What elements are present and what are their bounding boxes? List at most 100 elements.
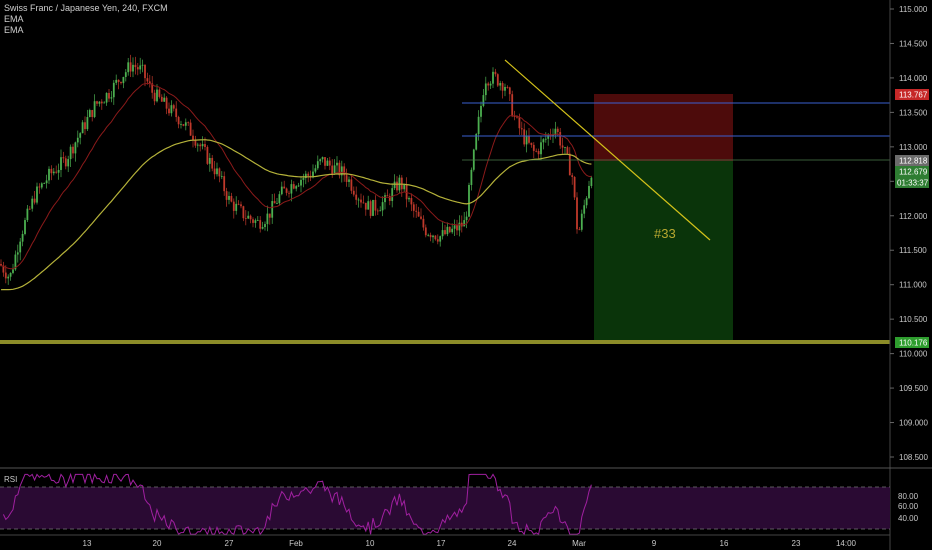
candle-body [264,224,266,228]
candle-body [367,201,370,210]
candle-body [9,272,12,277]
time-axis[interactable]: 13 20 27 Feb 10 17 24 Mar 9 16 23 14:00 [83,539,857,548]
candle-body [127,62,130,73]
take-profit-zone [594,161,733,342]
rsi-level-40: 40.00 [898,514,919,523]
time-tick-label: 9 [652,539,657,548]
candle-body [352,190,355,195]
candle-body [357,199,360,201]
candle-body [523,129,526,145]
candles [0,54,593,285]
candle-body [201,144,204,147]
candle-body [165,97,168,109]
rsi-level-60: 60.00 [898,502,919,511]
price-tick-label: 114.500 [899,39,928,48]
candle-body [328,160,331,166]
target-price-text: 110.176 [899,339,928,348]
candle-body [379,210,382,212]
candle-body [504,86,506,91]
candle-body [580,213,583,230]
candle-body [432,235,434,238]
countdown-tag [895,177,929,188]
candle-body [350,179,353,191]
candle-body [552,135,554,136]
candle-body [163,97,166,102]
candle-body [213,168,216,175]
candle-body [182,124,185,126]
candle-body [348,179,350,182]
candle-body [276,203,278,204]
candle-body [48,168,50,181]
candle-body [475,134,478,150]
candle-body [506,86,509,88]
candle-body [470,169,473,186]
candle-body [230,195,233,202]
indicator-ema-2: EMA [4,25,24,35]
candle-body [321,157,324,160]
candle-body [74,142,77,154]
target-price-tag [895,337,929,348]
candle-body [336,162,338,166]
indicator-ema-1: EMA [4,14,24,24]
price-tick-label: 110.500 [899,315,928,324]
candle-body [196,144,199,146]
trade-annotation: #33 [654,226,676,241]
candle-body [463,220,466,227]
candle-body [295,186,298,189]
candle-body [235,203,238,211]
candle-body [100,101,103,104]
candle-body [129,62,132,72]
candle-body [64,158,67,167]
candle-body [468,185,470,217]
candle-body [532,144,535,151]
candle-body [206,146,209,164]
candle-body [115,79,118,83]
candle-body [204,144,206,147]
current-price-text: 112.679 [899,168,928,177]
candle-body [98,101,101,104]
downtrend-line[interactable] [504,59,711,241]
candle-body [16,252,19,255]
candle-body [249,215,252,220]
price-tick-label: 113.500 [899,108,928,117]
candle-body [571,175,574,177]
candle-body [273,201,276,204]
time-tick-label: 17 [437,539,446,548]
candle-body [225,191,228,200]
candle-body [0,264,2,266]
price-tags: 113.767 112.818 112.679 01:33:37 110.176 [895,89,929,348]
candle-body [14,254,17,270]
candle-body [297,185,300,187]
candle-body [84,122,86,130]
candle-body [412,204,415,211]
candle-body [244,218,247,219]
candle-body [4,272,7,279]
candle-body [302,178,305,180]
candle-body [374,199,377,211]
price-tick-label: 111.500 [899,246,927,255]
candle-body [24,220,26,234]
candle-body [110,97,113,99]
candle-body [223,176,226,192]
candle-body [487,83,490,86]
candle-body [465,216,468,221]
candle-body [247,215,250,219]
candle-body [391,188,394,201]
price-axis[interactable]: 115.000114.500114.000113.500113.000112.5… [890,5,928,462]
candle-body [134,64,137,68]
price-tick-label: 111.000 [899,281,927,290]
candle-body [511,94,514,117]
candle-body [144,64,146,79]
candle-body [396,181,398,191]
candle-body [211,157,214,169]
candle-body [307,173,310,176]
candle-body [393,181,396,189]
candle-body [88,110,91,118]
candle-body [573,176,576,198]
candle-body [400,177,403,190]
candle-body [232,201,235,211]
candle-body [453,225,456,229]
candle-body [160,96,163,102]
